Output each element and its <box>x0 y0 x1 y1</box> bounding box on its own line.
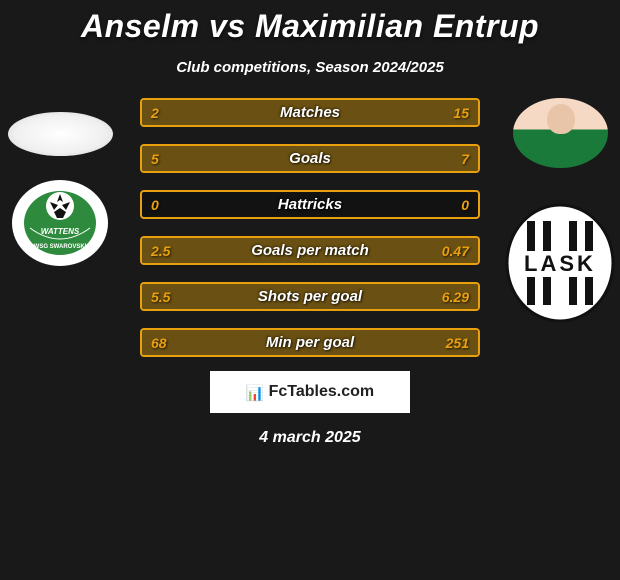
stat-row: Min per goal68 251 <box>140 328 480 357</box>
stat-value-left: 0 <box>151 192 159 217</box>
stat-label: Goals <box>142 146 478 171</box>
left-player-column: WATTENS WSG SWAROVSKI <box>0 98 120 268</box>
stat-bars: Matches2 15 Goals5 7 Hattricks0 0 Goals per ma… <box>140 98 480 357</box>
stat-value-right: 6.29 <box>442 284 469 309</box>
comparison-panel: WATTENS WSG SWAROVSKI LASK Matches2 15 Goa… <box>0 98 620 357</box>
stat-row: Hattricks0 0 <box>140 190 480 219</box>
stat-row: Matches2 15 <box>140 98 480 127</box>
stat-value-right: 0 <box>461 192 469 217</box>
stat-value-right: 15 <box>453 100 469 125</box>
stat-value-left: 68 <box>151 330 167 355</box>
stat-row: Goals per match2.5 0.47 <box>140 236 480 265</box>
right-player-column: LASK <box>500 98 620 323</box>
stat-label: Matches <box>142 100 478 125</box>
subtitle: Club competitions, Season 2024/2025 <box>0 59 620 76</box>
left-player-avatar <box>8 112 113 156</box>
stat-value-left: 5.5 <box>151 284 170 309</box>
stat-value-left: 2.5 <box>151 238 170 263</box>
svg-text:WATTENS: WATTENS <box>41 227 80 236</box>
stat-value-right: 251 <box>446 330 469 355</box>
branding-badge: 📊 FcTables.com <box>210 371 410 413</box>
page-title: Anselm vs Maximilian Entrup <box>0 0 620 45</box>
stat-value-right: 7 <box>461 146 469 171</box>
right-player-avatar <box>513 98 608 168</box>
date-label: 4 march 2025 <box>0 429 620 447</box>
stat-label: Hattricks <box>142 192 478 217</box>
stat-value-right: 0.47 <box>442 238 469 263</box>
left-club-logo: WATTENS WSG SWAROVSKI <box>10 178 110 268</box>
svg-text:WSG SWAROVSKI: WSG SWAROVSKI <box>34 244 87 250</box>
right-club-logo: LASK <box>505 203 615 323</box>
stat-label: Shots per goal <box>142 284 478 309</box>
svg-text:LASK: LASK <box>524 251 596 276</box>
stat-value-left: 2 <box>151 100 159 125</box>
stat-value-left: 5 <box>151 146 159 171</box>
stat-label: Min per goal <box>142 330 478 355</box>
brand-chart-icon: 📊 <box>246 384 265 402</box>
stat-row: Goals5 7 <box>140 144 480 173</box>
stat-label: Goals per match <box>142 238 478 263</box>
branding-text: FcTables.com <box>269 383 375 401</box>
stat-row: Shots per goal5.5 6.29 <box>140 282 480 311</box>
